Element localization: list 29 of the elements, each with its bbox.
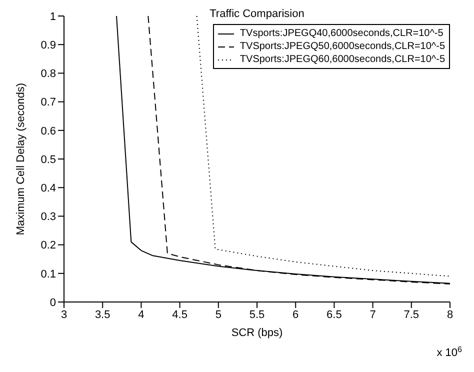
y-tick-label: 0.7 (40, 96, 56, 109)
x-axis-title: SCR (bps) (231, 327, 283, 339)
x-tick-label: 5 (215, 308, 222, 321)
chart-title: Traffic Comparision (208, 8, 306, 20)
y-tick-label: 0.3 (40, 211, 56, 224)
x-tick-label: 4 (138, 308, 144, 321)
y-tick-label: 0.2 (40, 240, 56, 252)
y-tick-label: 0.1 (40, 268, 56, 280)
x-tick-label: 4.5 (172, 308, 188, 321)
x-tick-label: 7.5 (404, 308, 420, 321)
y-tick-label: 0.5 (40, 154, 56, 166)
x-tick-label: 3 (60, 308, 68, 321)
legend-label: TVSports:JPEGQ50,6000seconds,CLR=10^-5 (240, 40, 445, 53)
y-tick-label: 0.8 (40, 68, 56, 80)
legend-label: TVsports:JPEGQ40,6000seconds,CLR=10^-5 (240, 27, 444, 40)
x-tick-label: 3.5 (94, 308, 110, 321)
x-tick-label: 8 (446, 308, 454, 321)
x-tick-label: 5.5 (249, 308, 265, 321)
legend-label: TVSports:JPEGQ60,6000seconds,CLR=10^-5 (240, 53, 445, 66)
x-tick-label: 6.5 (326, 308, 342, 321)
y-axis-title: Maximum Cell Delay (seconds) (14, 82, 27, 236)
y-tick-label: 0.6 (40, 125, 56, 138)
y-tick-label: 1 (50, 10, 56, 23)
y-tick-label: 0 (50, 296, 56, 309)
y-tick-label: 0.4 (40, 182, 56, 195)
x-tick-label: 7 (370, 308, 376, 321)
text: x 10$^{6}$ (436, 344, 463, 359)
x-tick-label: 6 (292, 308, 299, 321)
y-tick-label: 0.9 (40, 40, 56, 52)
